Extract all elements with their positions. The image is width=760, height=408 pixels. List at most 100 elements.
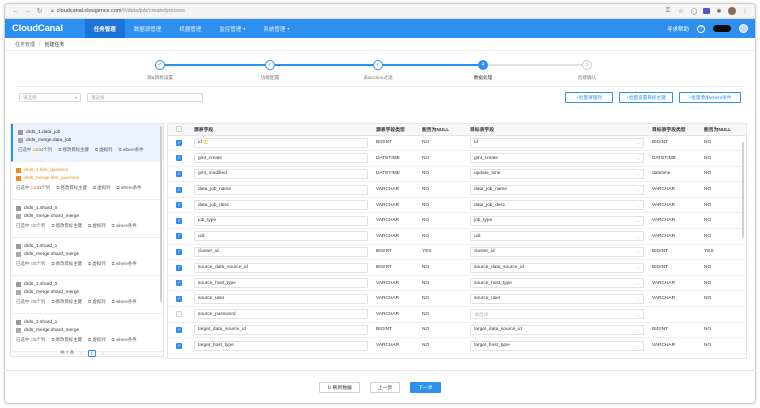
virtual-column-link[interactable]: 虚拟列 [88, 261, 105, 267]
column-checkbox[interactable] [176, 311, 182, 318]
column-checkbox[interactable]: ✓ [176, 264, 182, 271]
virtual-column-link[interactable]: 虚拟列 [95, 147, 112, 153]
edit-target-pk-link[interactable]: 修改目标主键 [58, 147, 89, 153]
select-all-checkbox[interactable] [176, 126, 182, 133]
back-icon[interactable]: ← [12, 7, 19, 15]
virtual-column-link[interactable]: 虚拟列 [88, 223, 105, 229]
virtual-column-link[interactable]: 虚拟列 [88, 299, 105, 305]
lock-icon: 🔒︎ [51, 8, 54, 14]
target-column-select[interactable]: source_data_source_id ⌄ [470, 262, 644, 273]
menu-item-1[interactable]: 数据源管理 [125, 19, 171, 38]
pagination-prev[interactable]: ‹ [80, 350, 82, 356]
menu-item-2[interactable]: 机器管理 [170, 19, 210, 38]
target-column-select[interactable]: id ⌄ [470, 137, 644, 148]
edit-target-pk-link[interactable]: 修改目标主键 [51, 261, 82, 267]
refresh-data-button[interactable]: ↻ 刷新数据 [319, 382, 360, 393]
source-nullable: NO [418, 337, 466, 354]
target-column-select[interactable]: source_user ⌄ [470, 293, 644, 304]
target-column-select[interactable]: data_job_desc ⌄ [470, 200, 644, 211]
list-item[interactable]: drds_1.kbs_question drds_merge.kbs_questi… [11, 162, 163, 200]
menu-item-3[interactable]: 监控管理 ▾ [210, 19, 254, 38]
profile-avatar[interactable] [728, 7, 736, 15]
target-column-select[interactable]: gmt_create ⌄ [470, 153, 644, 164]
help-link[interactable]: 寻求帮助 [666, 26, 689, 33]
column-checkbox[interactable]: ✓ [176, 170, 182, 177]
source-type: VARCHAR [372, 290, 418, 308]
column-checkbox[interactable]: ✓ [176, 342, 182, 349]
target-type: BIGINT [648, 259, 700, 276]
target-column-select[interactable]: source_host_type ⌄ [470, 278, 644, 289]
schema-select[interactable]: 请选择 ▾ [19, 93, 81, 102]
table-search-input[interactable]: 请选择 [87, 93, 203, 102]
source-nullable: NO [418, 150, 466, 167]
column-checkbox[interactable]: ✓ [176, 326, 182, 333]
where-condition-link[interactable]: where条件 [112, 261, 137, 267]
column-table-scrollbar[interactable] [742, 142, 744, 238]
pagination-next[interactable]: › [101, 350, 104, 356]
target-column-select[interactable]: job_type ⌄ [470, 215, 644, 226]
where-condition-link[interactable]: where条件 [116, 185, 142, 191]
edit-target-pk-link[interactable]: 修改目标主键 [56, 185, 87, 191]
list-item[interactable]: drds_1.data_job drds_merge.data_job 已选中 33… [11, 124, 163, 162]
help-icon[interactable]: ? [697, 24, 705, 33]
pagination-page[interactable]: 1 [87, 349, 96, 357]
table-list-scrollbar[interactable] [160, 126, 162, 302]
column-checkbox[interactable]: ✓ [176, 233, 182, 240]
batch-target-pk-button[interactable]: +批量设置目标主键 [619, 92, 673, 103]
batch-where-button[interactable]: +批量添加where条件 [679, 92, 741, 103]
column-checkbox[interactable]: ✓ [176, 155, 182, 162]
address-bar[interactable]: 🔒︎ cloudcanal.clougence.com/#/data/job/c… [47, 6, 664, 16]
where-condition-link[interactable]: where条件 [112, 337, 137, 343]
target-column-select[interactable]: update_time ⌄ [470, 168, 644, 179]
column-mapping-table: 源表字段 源表字段类型 能否为NULL 目标表字段 目标表字段类型 能否为NUL… [167, 123, 747, 359]
column-checkbox[interactable]: ✓ [176, 295, 182, 302]
edit-target-pk-link[interactable]: 修改目标主键 [51, 299, 82, 305]
target-column-select[interactable]: 请选择 ⌄ [470, 309, 644, 320]
list-item[interactable]: drds_2.shard_0 drds_merge.shard_merge 已选中 … [11, 276, 163, 314]
edit-target-pk-link[interactable]: 修改目标主键 [51, 223, 82, 229]
extension-icon[interactable] [703, 8, 710, 14]
target-column-select[interactable]: target_host_type ⌄ [470, 340, 644, 351]
column-checkbox[interactable]: ✓ [176, 139, 182, 146]
source-type: BIGINT [372, 259, 418, 276]
list-item[interactable]: drds_1.shard_0 drds_merge.shard_merge 已选中 … [11, 200, 163, 238]
user-name[interactable] [713, 25, 731, 32]
target-column-select[interactable]: cluster_id ⌄ [470, 246, 644, 257]
where-condition-link[interactable]: where条件 [118, 147, 144, 153]
list-item[interactable]: drds_2.shard_1 drds_merge.shard_merge 已选中 … [11, 314, 163, 352]
column-checkbox[interactable]: ✓ [176, 217, 182, 224]
target-table-name: drds_merge.shard_merge [24, 213, 80, 219]
target-column-select[interactable]: data_job_name ⌄ [470, 184, 644, 195]
target-nullable: YES [700, 244, 746, 261]
breadcrumb-item[interactable]: 任务管理 [15, 41, 36, 48]
where-condition-link[interactable]: where条件 [112, 223, 137, 229]
prev-step-button[interactable]: 上一步 [369, 382, 401, 393]
app-logo[interactable]: CloudCanal [12, 23, 63, 34]
virtual-column-link[interactable]: 虚拟列 [93, 185, 110, 191]
menu-item-0[interactable]: 任务管理 [84, 19, 125, 38]
menu-item-4[interactable]: 系统管理 ▾ [254, 19, 298, 38]
batch-clean-button[interactable]: +批量清理列 [565, 92, 613, 103]
source-type: BIGINT [372, 322, 418, 339]
table-row: ✓ source_data_source_id BIGINT NO source_dat… [168, 259, 746, 276]
column-checkbox[interactable]: ✓ [176, 186, 182, 193]
forward-icon[interactable]: → [24, 7, 31, 15]
circle-icon[interactable]: ◯ [690, 8, 698, 15]
edit-target-pk-link[interactable]: 修改目标主键 [51, 337, 82, 343]
column-checkbox[interactable]: ✓ [176, 248, 182, 255]
next-step-button[interactable]: 下一步 [410, 382, 441, 393]
key-icon[interactable]: ⚿ [665, 7, 671, 14]
reload-icon[interactable]: ↻ [36, 8, 43, 15]
list-item[interactable]: drds_1.shard_1 drds_merge.shard_merge 已选中 … [11, 238, 163, 276]
star-icon[interactable]: ☆ [678, 8, 684, 15]
where-condition-link[interactable]: where条件 [112, 299, 137, 305]
puzzle-icon[interactable]: ✱ [716, 8, 722, 15]
target-column-select[interactable]: uid ⌄ [470, 231, 644, 242]
table-row: ✓ target_data_source_id BIGINT NO target_dat… [168, 322, 746, 339]
more-icon[interactable]: ⋮ [742, 8, 748, 15]
user-avatar[interactable] [739, 24, 748, 33]
column-checkbox[interactable]: ✓ [176, 202, 182, 209]
column-checkbox[interactable]: ✓ [176, 280, 182, 287]
target-column-select[interactable]: target_data_source_id ⌄ [470, 324, 644, 335]
virtual-column-link[interactable]: 虚拟列 [88, 337, 105, 343]
